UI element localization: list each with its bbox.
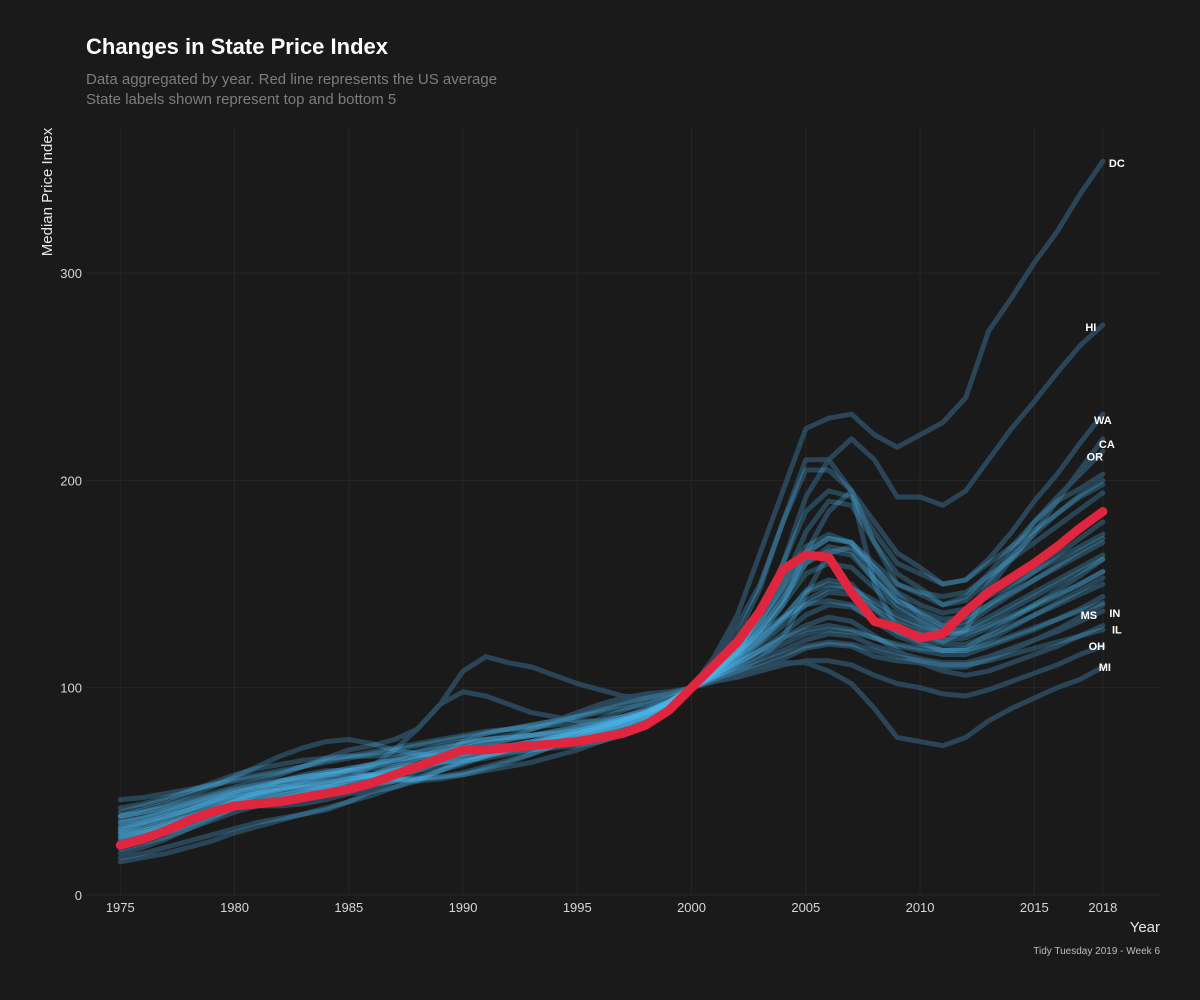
state-label-in: IN bbox=[1109, 608, 1120, 620]
x-axis-ticks: 1975 1980 1985 1990 1995 2000 2005 2010 2015 2018 bbox=[106, 900, 1118, 915]
y-tick-label: 0 bbox=[75, 888, 82, 903]
state-line bbox=[117, 467, 1106, 819]
state-line bbox=[117, 477, 1106, 803]
state-line bbox=[117, 519, 1106, 842]
state-line bbox=[117, 627, 1106, 819]
chart-subtitle: Data aggregated by year. Red line repres… bbox=[86, 70, 497, 110]
y-axis-title: Median Price Index bbox=[39, 127, 56, 256]
state-label-mi: MI bbox=[1099, 662, 1111, 674]
state-label-hi: HI bbox=[1085, 322, 1096, 334]
state-line bbox=[117, 575, 1106, 840]
state-line bbox=[117, 643, 1106, 819]
x-axis-title: Year bbox=[1130, 919, 1160, 936]
state-line bbox=[117, 614, 1106, 832]
grid bbox=[86, 128, 1160, 896]
state-label-ms: MS bbox=[1081, 610, 1098, 622]
state-line bbox=[117, 556, 1106, 811]
y-axis-ticks: 0 100 200 300 bbox=[60, 266, 82, 903]
chart-caption: Tidy Tuesday 2019 - Week 6 bbox=[1033, 946, 1160, 957]
state-label-il: IL bbox=[1112, 625, 1122, 637]
x-tick-label: 1990 bbox=[449, 900, 478, 915]
subtitle-line-1: Data aggregated by year. Red line repres… bbox=[86, 71, 498, 88]
x-tick-label: 2015 bbox=[1020, 900, 1049, 915]
state-label-wa: WA bbox=[1094, 415, 1112, 427]
chart-title: Changes in State Price Index bbox=[86, 34, 388, 59]
x-tick-label: 2018 bbox=[1088, 900, 1117, 915]
state-label-ca: CA bbox=[1099, 439, 1115, 451]
state-line bbox=[117, 531, 1106, 844]
state-line bbox=[117, 600, 1106, 836]
x-tick-label: 1995 bbox=[563, 900, 592, 915]
state-line bbox=[117, 540, 1106, 832]
x-tick-label: 2010 bbox=[906, 900, 935, 915]
state-line bbox=[117, 158, 1106, 861]
state-line bbox=[117, 322, 1106, 825]
us-average-line bbox=[115, 507, 1108, 850]
state-lines bbox=[117, 158, 1106, 865]
state-line bbox=[117, 581, 1106, 830]
x-tick-label: 1980 bbox=[220, 900, 249, 915]
y-tick-label: 200 bbox=[60, 473, 82, 488]
x-tick-label: 2000 bbox=[677, 900, 706, 915]
y-tick-label: 100 bbox=[60, 681, 82, 696]
x-tick-label: 2005 bbox=[791, 900, 820, 915]
subtitle-line-2: State labels shown represent top and bot… bbox=[86, 91, 397, 108]
state-line bbox=[117, 594, 1106, 823]
x-tick-label: 1985 bbox=[334, 900, 363, 915]
us-average-line-group bbox=[115, 507, 1108, 850]
y-tick-label: 300 bbox=[60, 266, 82, 281]
state-label-oh: OH bbox=[1089, 641, 1106, 653]
state-line bbox=[117, 660, 1106, 846]
state-line bbox=[117, 482, 1106, 815]
x-tick-label: 1975 bbox=[106, 900, 135, 915]
state-label-or: OR bbox=[1087, 451, 1104, 463]
state-label-dc: DC bbox=[1109, 158, 1125, 170]
state-line bbox=[117, 448, 1106, 836]
